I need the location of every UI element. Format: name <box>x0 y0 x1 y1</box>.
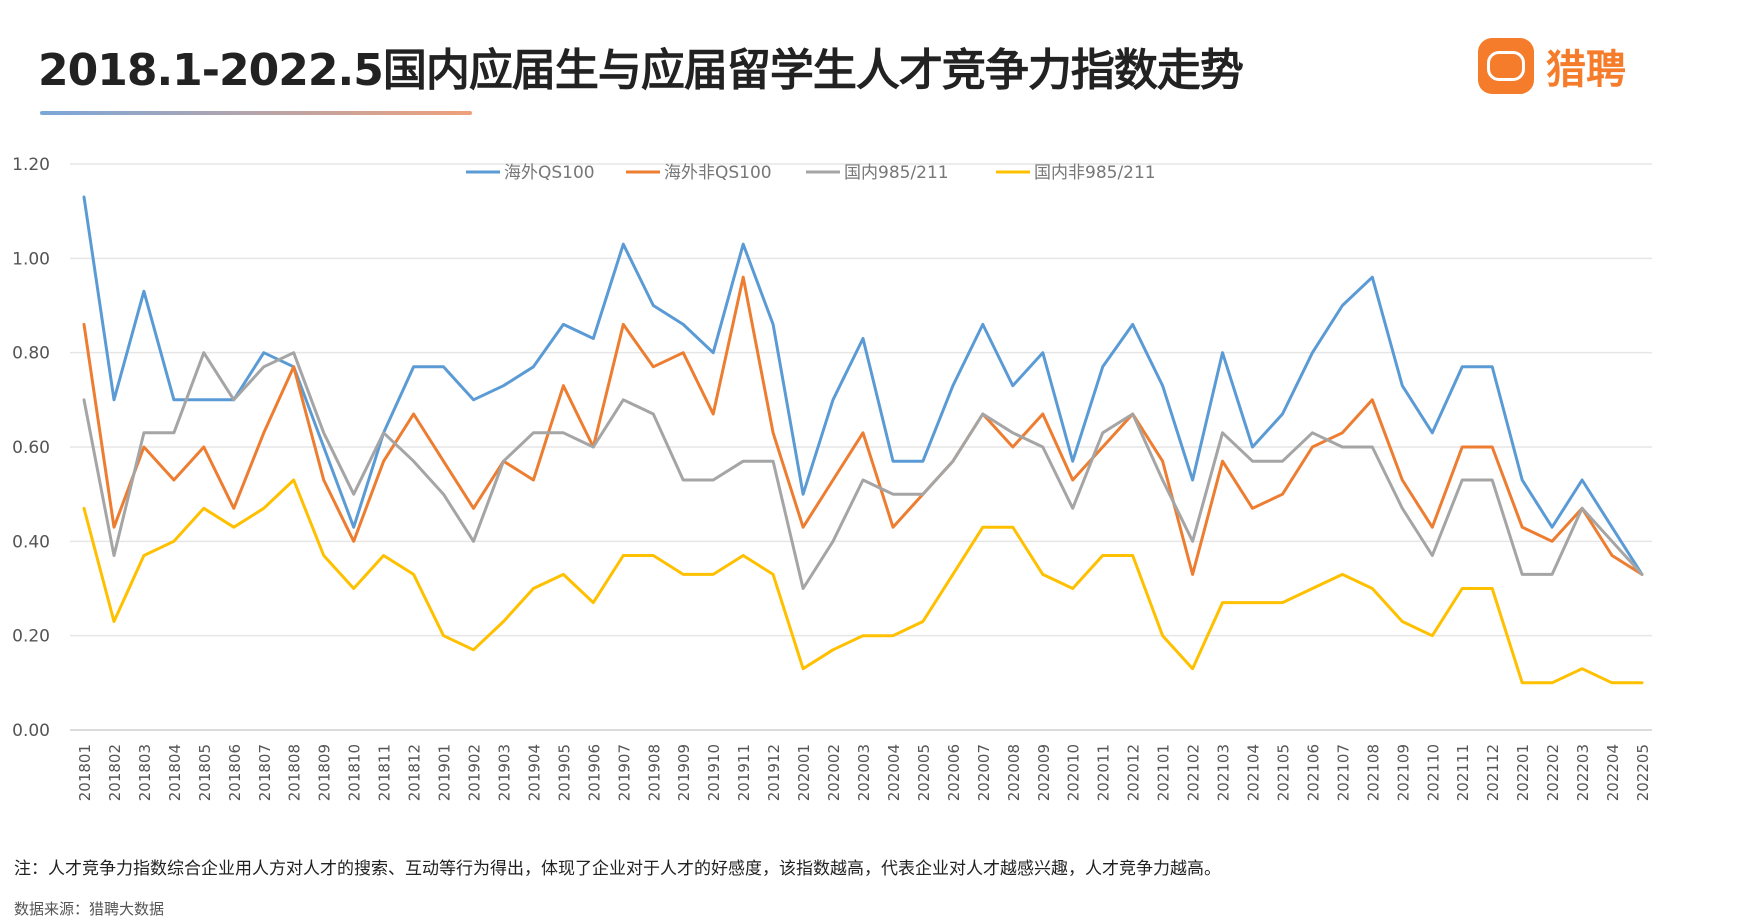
x-tick-label: 201911 <box>735 744 753 801</box>
legend-label: 国内非985/211 <box>1034 163 1156 183</box>
x-tick-label: 202005 <box>915 744 933 801</box>
chart-title: 2018.1-2022.5国内应届生与应届留学生人才竞争力指数走势 <box>38 45 1244 96</box>
x-tick-label: 202105 <box>1274 744 1292 801</box>
x-tick-label: 202201 <box>1514 744 1532 801</box>
logo-text: 猎聘 <box>1546 47 1626 93</box>
x-tick-label: 202101 <box>1155 744 1173 801</box>
x-tick-label: 202107 <box>1334 744 1352 801</box>
x-tick-label: 202012 <box>1125 744 1143 801</box>
series-line-2 <box>82 351 1644 590</box>
y-tick-label: 1.00 <box>12 249 50 269</box>
x-tick-label: 202004 <box>885 744 903 801</box>
x-tick-label: 202103 <box>1215 744 1233 801</box>
x-tick-label: 201908 <box>645 744 663 801</box>
x-tick-label: 202010 <box>1065 744 1083 801</box>
x-tick-label: 201806 <box>226 744 244 801</box>
legend: 海外QS100 海外非QS100 国内985/211 国内非985/211 <box>466 163 1156 183</box>
series-lines <box>82 195 1644 685</box>
logo: 猎聘 <box>1478 36 1626 96</box>
x-tick-label: 202108 <box>1364 744 1382 801</box>
series-line-1 <box>82 275 1644 576</box>
x-tick-label: 202203 <box>1574 744 1592 801</box>
x-tick-label: 202008 <box>1005 744 1023 801</box>
x-tick-label: 201808 <box>286 744 304 801</box>
x-tick-label: 201811 <box>376 744 394 801</box>
x-tick-label: 201902 <box>466 744 484 801</box>
line-chart: 0.000.200.400.600.801.001.20 201801 20180… <box>12 155 1652 801</box>
y-axis: 0.00 0.20 0.40 0.60 0.80 1.00 1.20 <box>12 155 50 741</box>
x-tick-label: 201906 <box>585 744 603 801</box>
x-tick-label: 201912 <box>765 744 783 801</box>
x-tick-label: 201804 <box>166 744 184 801</box>
x-tick-label: 202011 <box>1095 744 1113 801</box>
y-tick-label: 0.40 <box>12 532 50 552</box>
x-tick-label: 201910 <box>705 744 723 801</box>
y-tick-label: 0.80 <box>12 344 50 364</box>
series-line-3 <box>82 478 1644 685</box>
x-tick-label: 202104 <box>1245 744 1263 801</box>
x-tick-label: 202002 <box>825 744 843 801</box>
gridlines <box>70 163 1652 731</box>
x-tick-label: 202106 <box>1304 744 1322 801</box>
x-tick-label: 202006 <box>945 744 963 801</box>
x-tick-label: 202112 <box>1484 744 1502 801</box>
x-axis: 201801 201802 201803 201804 201805 201806 2018… <box>76 744 1652 801</box>
x-tick-label: 201812 <box>406 744 424 801</box>
x-tick-label: 202007 <box>975 744 993 801</box>
x-tick-label: 201801 <box>76 744 94 801</box>
x-tick-label: 202009 <box>1035 744 1053 801</box>
logo-bubble <box>1487 51 1525 81</box>
x-tick-label: 201810 <box>346 744 364 801</box>
y-tick-label: 0.20 <box>12 627 50 647</box>
liepin-chat-bubble-icon <box>1478 38 1534 94</box>
legend-label: 国内985/211 <box>844 163 949 183</box>
footnote: 注：人才竞争力指数综合企业用人方对人才的搜索、互动等行为得出，体现了企业对于人才… <box>14 859 1221 879</box>
x-tick-label: 201903 <box>495 744 513 801</box>
title-underline <box>40 111 472 115</box>
x-tick-label: 201904 <box>525 744 543 801</box>
x-tick-label: 201909 <box>675 744 693 801</box>
x-tick-label: 201803 <box>136 744 154 801</box>
x-tick-label: 201907 <box>615 744 633 801</box>
x-tick-label: 201809 <box>316 744 334 801</box>
legend-label: 海外QS100 <box>504 163 595 183</box>
x-tick-label: 202001 <box>795 744 813 801</box>
x-tick-label: 202003 <box>855 744 873 801</box>
x-tick-label: 202102 <box>1185 744 1203 801</box>
x-tick-label: 202111 <box>1454 744 1472 801</box>
y-tick-label: 1.20 <box>12 155 50 175</box>
x-tick-label: 201802 <box>106 744 124 801</box>
x-tick-label: 202109 <box>1394 744 1412 801</box>
x-tick-label: 202205 <box>1634 744 1652 801</box>
y-tick-label: 0.00 <box>12 721 50 741</box>
series-line-0 <box>82 195 1644 576</box>
x-tick-label: 201805 <box>196 744 214 801</box>
x-tick-label: 202110 <box>1424 744 1442 801</box>
legend-label: 海外非QS100 <box>664 163 772 183</box>
x-tick-label: 201807 <box>256 744 274 801</box>
x-tick-label: 202204 <box>1604 744 1622 801</box>
y-tick-label: 0.60 <box>12 438 50 458</box>
x-tick-label: 202202 <box>1544 744 1562 801</box>
x-tick-label: 201901 <box>436 744 454 801</box>
x-tick-label: 201905 <box>555 744 573 801</box>
data-source: 数据来源：猎聘大数据 <box>14 900 165 918</box>
